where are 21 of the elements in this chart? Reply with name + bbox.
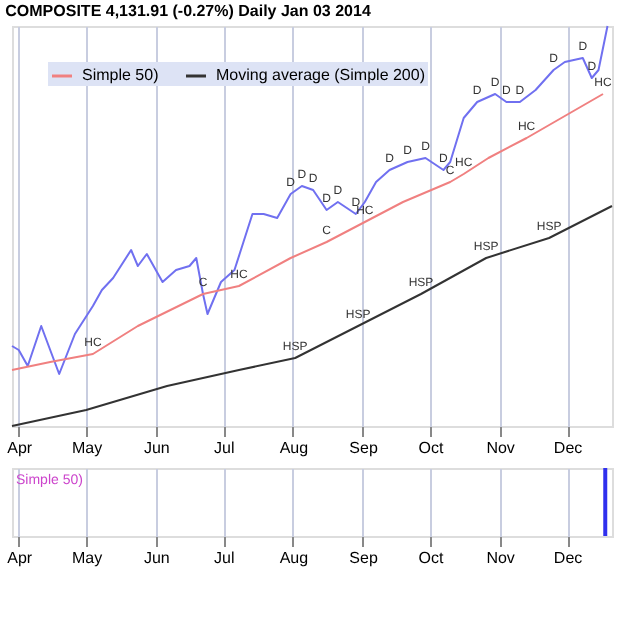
x-tick-label: Jun bbox=[143, 549, 170, 567]
x-tick-label: Dec bbox=[553, 549, 583, 567]
x-tick-label: Sep bbox=[349, 549, 379, 567]
legend-label: Simple 50) bbox=[82, 66, 160, 84]
x-tick-label: May bbox=[72, 549, 103, 567]
x-tick-label: Nov bbox=[486, 549, 515, 567]
x-tick-label: Oct bbox=[418, 549, 445, 567]
x-tick-label: Nov bbox=[486, 439, 515, 457]
chart-title: COMPOSITE 4,131.91 (-0.27%) Daily Jan 03 2014 bbox=[5, 2, 372, 20]
x-tick-label: Sep bbox=[349, 439, 379, 457]
x-tick-label: Oct bbox=[418, 439, 445, 457]
x-tick-label: Aug bbox=[279, 439, 309, 457]
x-tick-label: Dec bbox=[553, 439, 583, 457]
x-tick-label: Jun bbox=[143, 439, 170, 457]
x-tick-label: May bbox=[72, 439, 103, 457]
x-tick-label: Apr bbox=[7, 439, 33, 457]
legend-label: Moving average (Simple 200) bbox=[216, 66, 426, 84]
x-tick-label: Apr bbox=[7, 549, 33, 567]
x-tick-label: Jul bbox=[214, 549, 235, 567]
x-tick-label: Aug bbox=[279, 549, 309, 567]
x-tick-label: Jul bbox=[214, 439, 235, 457]
